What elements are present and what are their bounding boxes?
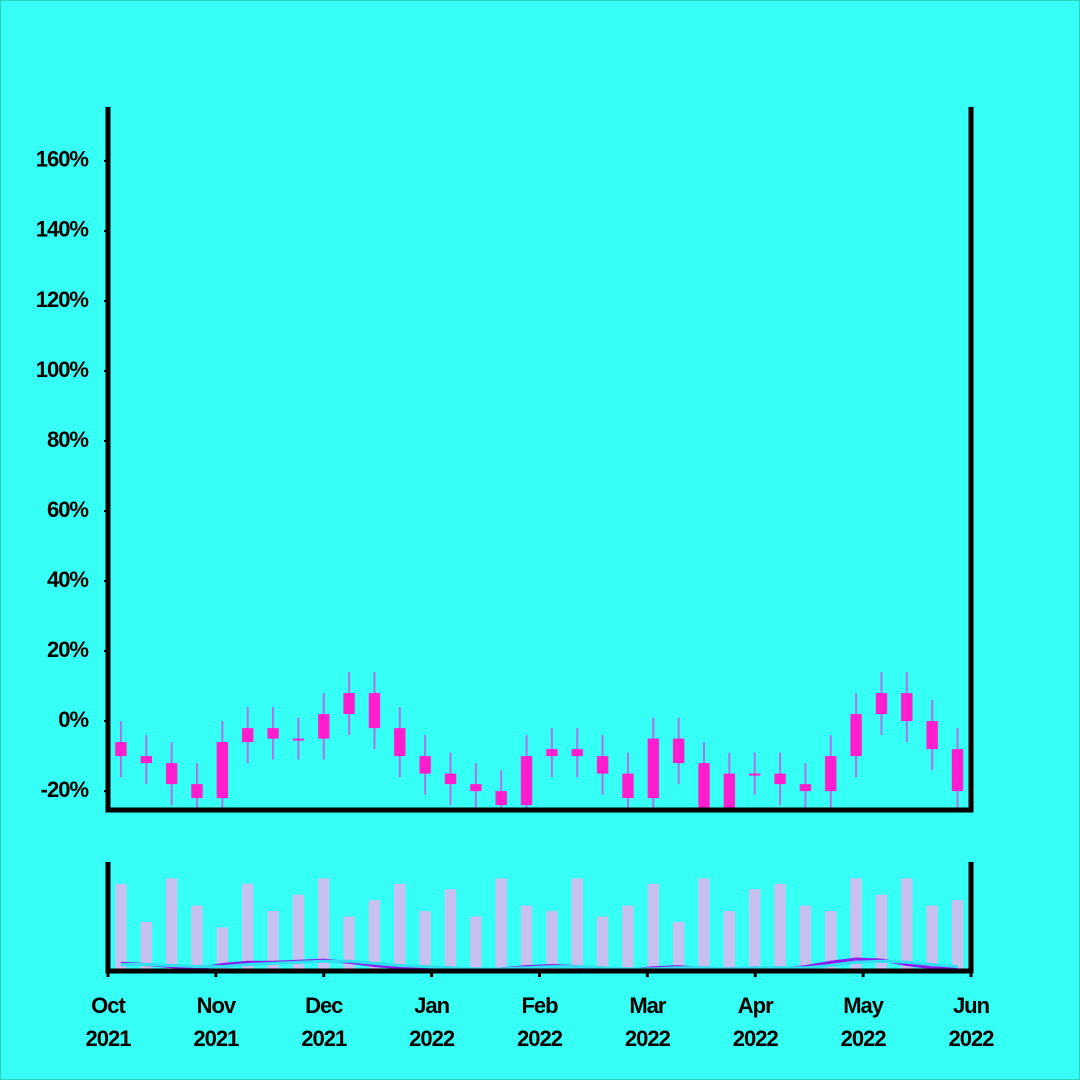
- volume-bar: [698, 878, 710, 971]
- volume-bar: [926, 905, 938, 971]
- volume-bar: [546, 911, 558, 971]
- candle-body: [546, 749, 558, 757]
- volume-bar: [368, 900, 381, 971]
- x-tick-label: Mar 2022: [625, 993, 671, 1051]
- volume-bar: [672, 921, 685, 971]
- price-axes: [105, 107, 974, 813]
- candle-body: [875, 693, 888, 715]
- candle-body: [901, 693, 913, 722]
- volume-panel: [115, 878, 964, 971]
- volume-bar: [318, 878, 330, 971]
- candle-body: [368, 693, 381, 729]
- y-tick-label: -20%: [41, 777, 89, 802]
- volume-bar: [343, 916, 355, 971]
- x-tick-label: Dec 2021: [301, 993, 347, 1051]
- candle-body: [596, 756, 609, 774]
- candle-body: [292, 738, 305, 741]
- volume-bar: [596, 916, 609, 971]
- y-tick-label: 0%: [58, 707, 88, 732]
- candle-body: [267, 728, 279, 739]
- y-tick-label: 120%: [36, 287, 89, 312]
- candle-body: [647, 738, 660, 799]
- x-tick-label: Jun 2022: [949, 993, 995, 1051]
- candle-body: [165, 763, 178, 785]
- volume-bar: [267, 911, 279, 971]
- x-tick-label: Oct 2021: [86, 993, 132, 1051]
- volume-bar: [394, 883, 406, 971]
- candle-body: [444, 773, 457, 785]
- candle-body: [850, 714, 862, 757]
- y-tick-label: 160%: [36, 147, 89, 172]
- volume-bar: [723, 911, 736, 971]
- candle-body: [723, 773, 736, 809]
- volume-bar: [165, 878, 178, 971]
- price-panel: [115, 672, 964, 810]
- y-tick-label: 40%: [47, 567, 88, 592]
- candle-body: [495, 791, 507, 806]
- volume-bar: [444, 889, 457, 971]
- y-tick-label: 100%: [36, 357, 89, 382]
- volume-bar: [749, 889, 761, 971]
- labels: -20% 0% 20% 40% 60% 80% 100% 120% 140% 160% Oct 202…: [36, 147, 996, 1051]
- x-tick-label: May 2022: [841, 993, 887, 1051]
- candle-body: [926, 721, 938, 750]
- candle-body: [318, 714, 330, 739]
- volume-bar: [115, 883, 127, 971]
- volume-bar: [825, 911, 837, 971]
- x-tick-label: Apr 2022: [733, 993, 779, 1051]
- candle-body: [343, 693, 355, 715]
- volume-axes: [105, 862, 974, 974]
- y-tick-label: 80%: [47, 427, 88, 452]
- candle-body: [698, 763, 710, 809]
- candle-body: [951, 749, 964, 792]
- volume-bar: [901, 878, 913, 971]
- volume-bar: [875, 894, 888, 971]
- y-tick-label: 140%: [36, 217, 89, 242]
- volume-bar: [799, 905, 812, 971]
- y-tick-label: 60%: [47, 497, 88, 522]
- candle-body: [520, 756, 533, 806]
- x-tick-label: Jan 2022: [409, 993, 455, 1051]
- candle-body: [241, 728, 254, 743]
- x-tick-label: Feb 2022: [517, 993, 563, 1051]
- volume-bar: [419, 911, 431, 971]
- volume-bar: [571, 878, 583, 971]
- volume-bar: [850, 878, 862, 971]
- volume-bar: [951, 900, 964, 971]
- volume-bar: [774, 883, 786, 971]
- volume-bar: [241, 883, 254, 971]
- y-tick-label: 20%: [47, 637, 88, 662]
- volume-bar: [191, 905, 203, 971]
- candle-body: [622, 773, 634, 799]
- volume-bar: [622, 905, 634, 971]
- candle-body: [825, 756, 837, 792]
- candle-body: [140, 756, 152, 764]
- moving-average-line: [120, 959, 958, 971]
- volume-bar: [292, 894, 305, 971]
- volume-bar: [647, 883, 660, 971]
- candle-body: [749, 773, 761, 776]
- candle-body: [774, 773, 786, 785]
- candle-body: [672, 738, 685, 764]
- candle-body: [799, 784, 812, 792]
- candle-body: [394, 728, 406, 757]
- volume-bar: [470, 916, 482, 971]
- candle-body: [419, 756, 431, 774]
- volume-bar: [495, 878, 507, 971]
- candle-body: [191, 784, 203, 799]
- candle-body: [216, 742, 229, 799]
- volume-bar: [520, 905, 533, 971]
- candle-body: [571, 749, 583, 757]
- x-tick-label: Nov 2021: [193, 993, 239, 1051]
- volume-bar: [140, 921, 152, 971]
- candle-body: [115, 742, 127, 757]
- volume-bar: [216, 927, 229, 971]
- candle-body: [470, 784, 482, 792]
